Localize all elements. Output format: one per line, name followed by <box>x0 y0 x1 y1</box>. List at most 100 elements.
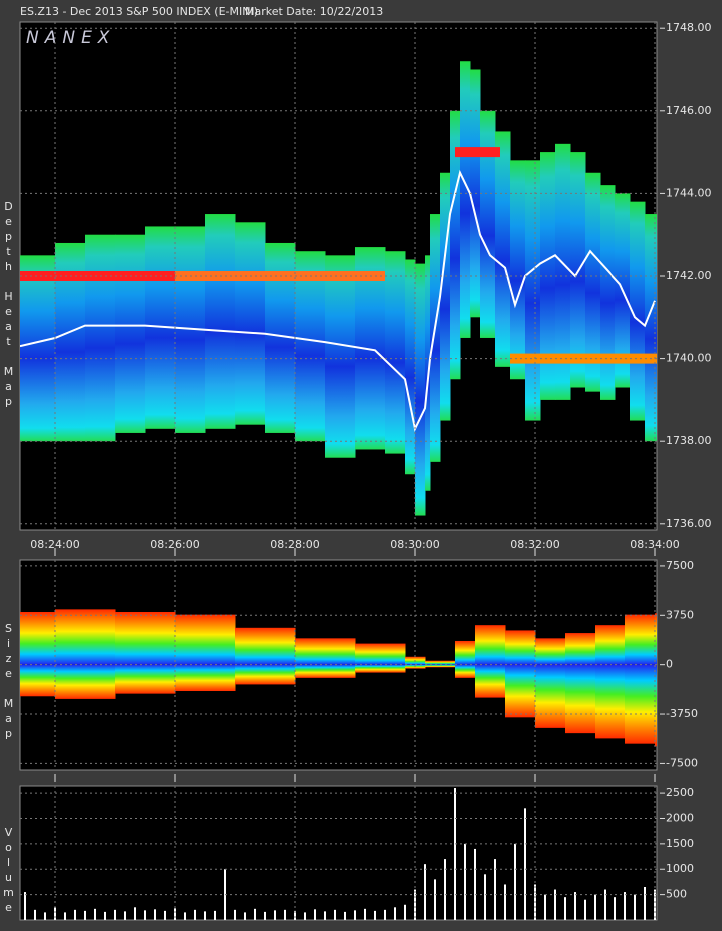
volume-bar <box>404 904 406 920</box>
volume-bar <box>324 911 326 920</box>
volume-bar <box>104 911 106 920</box>
volume-bar <box>354 910 356 920</box>
market-date: Market Date: 10/22/2013 <box>245 5 383 18</box>
depth-column <box>430 214 441 462</box>
y-axis-title: Depth Heat Map <box>2 200 15 410</box>
size-lower <box>235 664 296 685</box>
volume-bar <box>424 864 426 920</box>
x-tick-label: 08:26:00 <box>150 538 199 551</box>
depth-column <box>115 234 146 433</box>
size-upper <box>355 643 406 665</box>
depth-column <box>600 185 616 400</box>
volume-bar <box>284 909 286 920</box>
volume-bar <box>84 910 86 920</box>
size-upper <box>115 612 176 665</box>
plot-content <box>20 609 657 747</box>
y-tick-label: 1746.00 <box>666 104 712 117</box>
volume-bar <box>334 909 336 920</box>
volume-bar <box>204 911 206 920</box>
size-lower <box>565 664 596 734</box>
depth-column <box>510 160 526 380</box>
volume-bar <box>124 911 126 920</box>
volume-bar <box>54 907 56 920</box>
plot-content <box>24 788 656 920</box>
depth-column <box>495 131 511 367</box>
volume-bar <box>484 874 486 920</box>
x-tick-label: 08:32:00 <box>510 538 559 551</box>
x-tick-label: 08:30:00 <box>390 538 439 551</box>
volume-bar <box>264 911 266 920</box>
size-upper <box>475 625 506 665</box>
volume-bar <box>504 884 506 920</box>
depth-column <box>405 259 416 475</box>
depth-column <box>555 143 571 400</box>
y-tick-label: -3750 <box>666 707 698 720</box>
volume-bar <box>44 912 46 920</box>
volume-bar <box>24 892 26 920</box>
size-lower <box>20 664 56 697</box>
size-upper <box>455 640 476 665</box>
y-axis-title: Volume <box>2 826 15 916</box>
volume-bar <box>154 909 156 920</box>
y-axis-title: Size Map <box>2 622 15 742</box>
size-lower <box>295 664 356 678</box>
depth-column <box>645 214 657 442</box>
y-tick-label: 1742.00 <box>666 269 712 282</box>
size-lower <box>175 664 236 692</box>
volume-bar <box>244 912 246 920</box>
volume-bar <box>164 910 166 920</box>
volume-bar <box>554 889 556 920</box>
x-tick-label: 08:24:00 <box>30 538 79 551</box>
depth-column <box>480 110 496 338</box>
volume-bar <box>134 907 136 920</box>
size-upper <box>505 630 536 665</box>
volume-bar <box>624 892 626 920</box>
volume-bar <box>604 889 606 920</box>
size-lower <box>655 664 657 747</box>
depth-column <box>540 152 556 400</box>
size-upper <box>565 633 596 665</box>
depth-column <box>440 172 451 421</box>
depth-column <box>415 263 426 516</box>
depth-column <box>385 251 406 454</box>
y-tick-label: 2500 <box>666 786 694 799</box>
depth-column <box>20 255 56 442</box>
size-upper <box>655 613 657 665</box>
size-lower <box>535 664 566 728</box>
y-tick-label: 3750 <box>666 608 694 621</box>
size-upper <box>20 612 56 665</box>
volume-bar <box>194 909 196 920</box>
size-lower <box>625 664 656 744</box>
size-upper <box>55 609 116 665</box>
y-tick-label: 0 <box>666 658 673 671</box>
volume-bar <box>454 788 456 920</box>
depth-column <box>460 61 471 338</box>
y-tick-label: 1000 <box>666 862 694 875</box>
x-tick-label: 08:28:00 <box>270 538 319 551</box>
chart-title: ES.Z13 - Dec 2013 S&P 500 INDEX (E-MINI) <box>20 5 258 18</box>
size-upper <box>625 614 656 665</box>
size-upper <box>595 625 626 665</box>
size-lower <box>455 664 476 678</box>
volume-bar <box>574 892 576 920</box>
volume-bar <box>74 909 76 920</box>
volume-bar <box>274 910 276 920</box>
volume-bar <box>584 899 586 920</box>
volume-bar <box>494 859 496 920</box>
volume-bar <box>174 908 176 920</box>
volume-bar <box>474 848 476 920</box>
volume-bar <box>374 910 376 920</box>
volume-bar <box>94 908 96 920</box>
depth-column <box>525 160 541 421</box>
volume-bar <box>254 908 256 920</box>
x-tick-label: 08:34:00 <box>630 538 679 551</box>
volume-bar <box>344 911 346 920</box>
volume-bar <box>314 909 316 920</box>
volume-bar <box>364 908 366 920</box>
y-tick-label: 2000 <box>666 811 694 824</box>
size-lower <box>505 664 536 718</box>
size-upper <box>235 627 296 665</box>
volume-bar <box>514 843 516 920</box>
